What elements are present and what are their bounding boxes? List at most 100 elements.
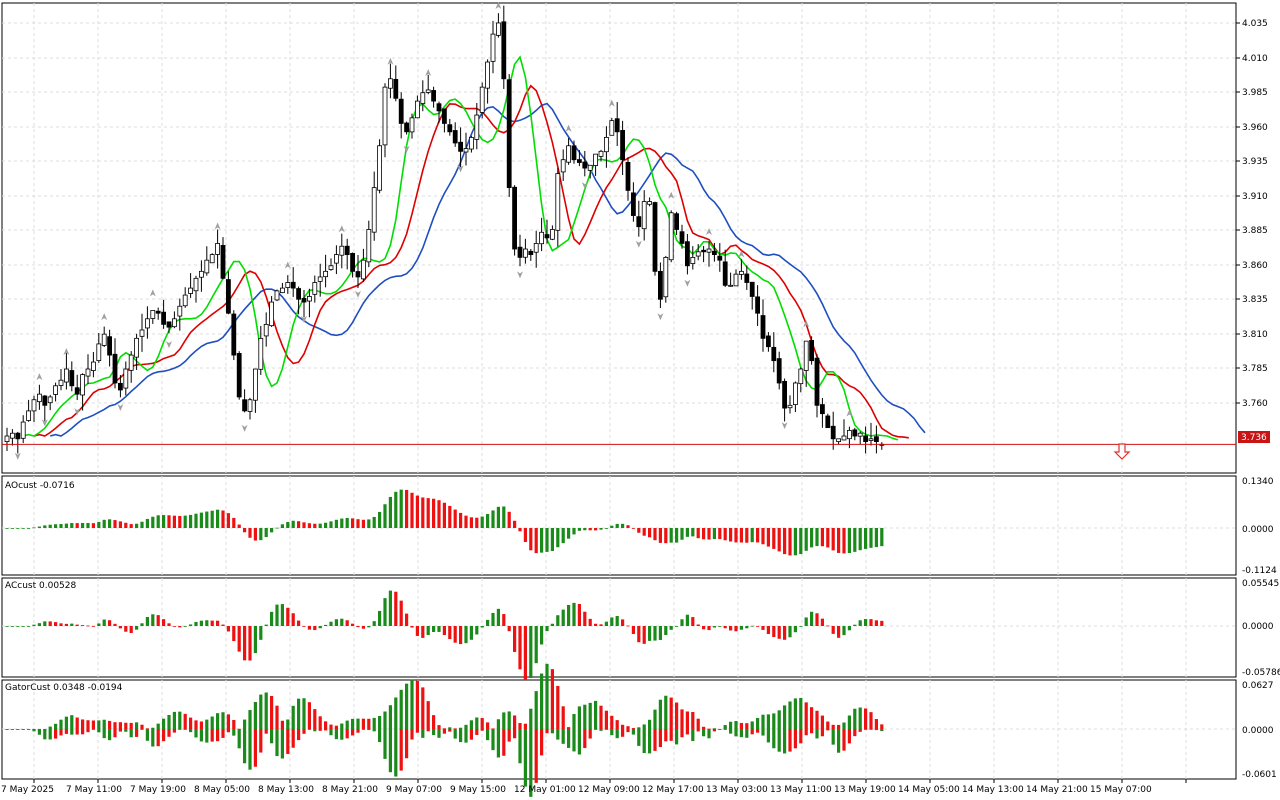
candle-body (463, 148, 469, 153)
candle-body (852, 429, 858, 437)
candle-body (841, 435, 847, 441)
histogram-bar (642, 724, 646, 729)
histogram-bar (216, 713, 220, 729)
histogram-bar (842, 729, 846, 751)
fractal-up-icon (387, 57, 394, 65)
histogram-bar (351, 729, 355, 736)
histogram-bar (421, 729, 425, 738)
candle-body (258, 337, 264, 370)
histogram-bar (59, 623, 63, 626)
histogram-bar (783, 705, 787, 729)
histogram-bar (210, 716, 214, 729)
gator-pane[interactable]: GatorCust 0.0348 -0.0194 0.0627 0.0000 -… (5, 663, 1277, 797)
histogram-bar (135, 722, 139, 729)
histogram-bar (21, 528, 25, 529)
price-tick: 3.785 (1242, 364, 1268, 374)
candle-body (193, 277, 199, 292)
histogram-bar (480, 729, 484, 731)
histogram-bar (756, 718, 760, 729)
histogram-bar (405, 489, 409, 528)
histogram-bar (124, 522, 128, 528)
candle-body (668, 212, 674, 261)
histogram-bar (642, 626, 646, 644)
histogram-bar (205, 729, 209, 743)
histogram-bar (145, 518, 149, 528)
histogram-bar (394, 697, 398, 729)
fractal-down-icon (635, 240, 642, 248)
candle-body (371, 187, 377, 233)
candle-body (155, 310, 161, 314)
histogram-bar (253, 626, 257, 654)
histogram-bar (723, 528, 727, 541)
gator-histogram (5, 663, 884, 797)
histogram-bar (167, 623, 171, 626)
histogram-bar (480, 626, 484, 628)
histogram-bar (772, 528, 776, 549)
histogram-bar (658, 528, 662, 543)
histogram-bar (280, 524, 284, 528)
histogram-bar (410, 679, 414, 729)
histogram-bar (118, 626, 122, 629)
histogram-bar (588, 528, 592, 531)
histogram-bar (837, 729, 841, 753)
candle-body (717, 255, 723, 261)
histogram-bar (410, 729, 414, 740)
histogram-bar (113, 520, 117, 528)
histogram-bar (405, 613, 409, 626)
histogram-bar (577, 604, 581, 626)
histogram-bar (815, 710, 819, 729)
candle-body (560, 159, 566, 173)
candle-body (360, 259, 366, 280)
histogram-bar (502, 506, 506, 528)
candle-body (490, 33, 496, 62)
histogram-bar (199, 512, 203, 528)
histogram-bar (642, 729, 646, 754)
candle-body (398, 98, 404, 124)
histogram-bar (529, 729, 533, 797)
histogram-bar (442, 626, 446, 635)
histogram-bar (340, 729, 344, 740)
histogram-bar (297, 698, 301, 729)
histogram-bar (685, 711, 689, 729)
histogram-bar (162, 515, 166, 528)
histogram-bar (810, 611, 814, 626)
candle-body (112, 353, 118, 384)
histogram-bar (826, 721, 830, 729)
histogram-bar (81, 729, 85, 735)
time-tick: 8 May 13:00 (258, 785, 314, 795)
histogram-bar (777, 626, 781, 639)
histogram-bar (874, 528, 878, 548)
ac-pane[interactable]: ACcust 0.00528 0.05545 0.0000 -0.05786 (5, 579, 1280, 680)
candle-body (225, 279, 231, 314)
histogram-bar (788, 528, 792, 556)
histogram-bar (340, 518, 344, 528)
candle-body (825, 415, 831, 429)
histogram-bar (410, 626, 414, 628)
histogram-bar (302, 626, 306, 627)
histogram-bar (280, 604, 284, 626)
histogram-bar (167, 715, 171, 729)
histogram-bar (340, 723, 344, 729)
histogram-bar (534, 626, 538, 664)
histogram-bar (523, 626, 527, 680)
fractal-down-icon (166, 341, 172, 349)
histogram-bar (361, 626, 365, 629)
ao-pane[interactable]: AOcust -0.0716 0.1340 0.0000 -0.1124 (5, 477, 1277, 576)
candle-body (485, 61, 491, 89)
price-tick: 3.835 (1242, 295, 1268, 305)
histogram-bar (496, 506, 500, 528)
histogram-bar (388, 590, 392, 626)
histogram-bar (216, 729, 220, 742)
candle-body (80, 374, 85, 396)
histogram-bar (64, 716, 68, 729)
histogram-bar (291, 705, 295, 729)
histogram-bar (486, 619, 490, 626)
histogram-bar (820, 618, 824, 626)
jaw-line (49, 102, 926, 437)
histogram-bar (54, 622, 58, 626)
histogram-bar (81, 523, 85, 528)
gator-tick: 0.0627 (1242, 681, 1274, 691)
price-pane[interactable] (2, 1, 1236, 460)
histogram-bar (496, 719, 500, 729)
